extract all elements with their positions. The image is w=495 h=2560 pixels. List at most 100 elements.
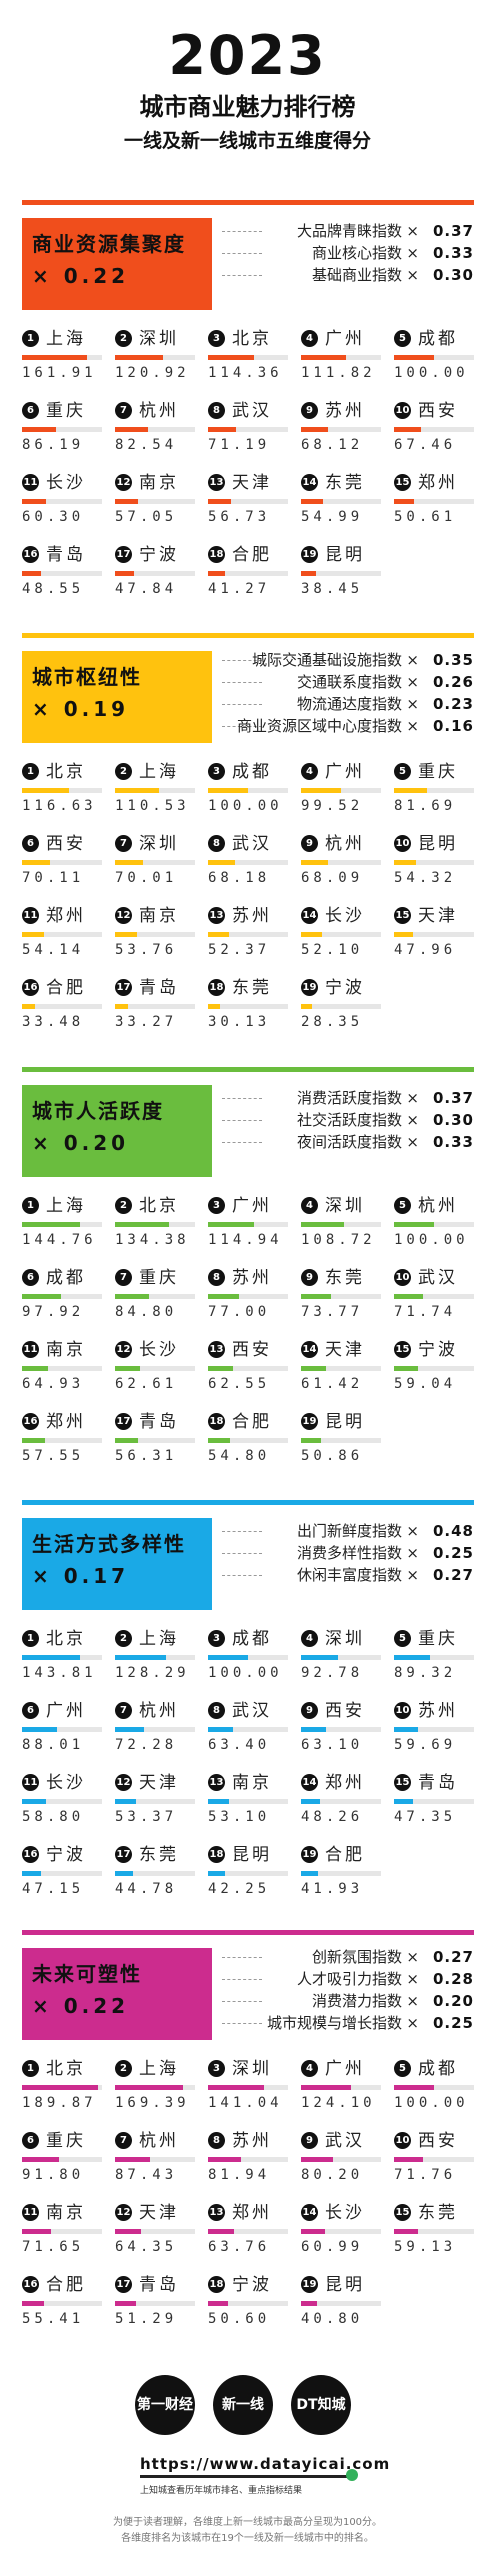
city-name: 上海 (139, 1629, 179, 1649)
city-name: 武汉 (232, 1701, 272, 1721)
city-item: 16 郑州 57.55 (22, 1411, 107, 1469)
city-name: 西安 (418, 401, 458, 421)
bar-track (208, 2157, 288, 2162)
metric-list: 消费活跃度指数 × 0.37 社交活跃度指数 × 0.30 夜间活跃度指数 × 0.33 (222, 1087, 474, 1153)
score-label: 82.54 (115, 437, 178, 453)
city-name: 郑州 (232, 2203, 272, 2223)
bar-fill (115, 2085, 183, 2090)
city-item: 8 武汉 63.40 (208, 1700, 293, 1758)
city-item: 17 青岛 51.29 (115, 2274, 200, 2332)
score-label: 41.27 (208, 581, 271, 597)
city-name: 天津 (232, 473, 272, 493)
city-item: 16 青岛 48.55 (22, 544, 107, 602)
footer: 第一财经 新一线 DT知城 https://www.datayicai.com … (0, 2375, 495, 2560)
score-label: 50.60 (208, 2311, 271, 2327)
bar-track (208, 571, 288, 576)
bar-fill (22, 2229, 51, 2234)
city-name: 宁波 (325, 978, 365, 998)
bar-track (301, 355, 381, 360)
bar-track (22, 1004, 102, 1009)
city-item: 19 昆明 38.45 (301, 544, 386, 602)
metric-name: 消费潜力指数 (311, 1992, 402, 2010)
rank-badge: 2 (115, 1630, 132, 1647)
city-name: 成都 (46, 1268, 86, 1288)
rank-badge: 17 (115, 1846, 132, 1863)
rank-badge: 3 (208, 2060, 225, 2077)
bar-fill (115, 427, 149, 432)
score-label: 111.82 (301, 365, 376, 381)
rank-badge: 12 (115, 1774, 132, 1791)
bar-fill (115, 1871, 133, 1876)
rank-badge: 13 (208, 2204, 225, 2221)
bar-fill (22, 1727, 58, 1732)
city-item: 8 苏州 81.94 (208, 2130, 293, 2188)
bar-track (301, 1655, 381, 1660)
rank-badge: 12 (115, 2204, 132, 2221)
city-name: 南京 (46, 2203, 86, 2223)
bar-track (115, 860, 195, 865)
city-name: 合肥 (232, 545, 272, 565)
bar-track (115, 788, 195, 793)
bar-fill (208, 1294, 239, 1299)
category-weight: × 0.20 (32, 1127, 202, 1159)
metric-name: 夜间活跃度指数 (296, 1133, 402, 1151)
bar-fill (115, 1366, 141, 1371)
score-label: 71.76 (394, 2167, 457, 2183)
times-sign: × (406, 1089, 419, 1107)
rank-badge: 16 (22, 2276, 39, 2293)
city-item: 11 长沙 58.80 (22, 1772, 107, 1830)
metric-weight: 0.26 (432, 673, 474, 691)
city-item: 1 上海 144.76 (22, 1195, 107, 1253)
score-label: 47.35 (394, 1809, 457, 1825)
rank-badge: 15 (394, 2204, 411, 2221)
score-label: 54.32 (394, 870, 457, 886)
chart-section: 城市枢纽性 × 0.19 城际交通基础设施指数 × 0.35 交通联系度指数 × 0.26 物流… (0, 633, 495, 1053)
score-label: 59.69 (394, 1737, 457, 1753)
times-sign: × (406, 717, 419, 735)
bar-fill (208, 1366, 234, 1371)
city-name: 昆明 (325, 1412, 365, 1432)
bar-fill (394, 1222, 434, 1227)
city-name: 昆明 (418, 834, 458, 854)
bar-fill (208, 1655, 248, 1660)
bar-track (22, 1438, 102, 1443)
bar-fill (301, 2229, 326, 2234)
bar-track (22, 499, 102, 504)
bar-fill (301, 1727, 327, 1732)
city-name: 重庆 (139, 1268, 179, 1288)
rank-badge: 9 (301, 402, 318, 419)
metric-row: 城市规模与增长指数 × 0.25 (222, 2012, 474, 2034)
times-sign: × (406, 1992, 419, 2010)
score-label: 114.36 (208, 365, 283, 381)
bar-track (208, 2301, 288, 2306)
bar-track (301, 1727, 381, 1732)
rank-badge: 5 (394, 1197, 411, 1214)
logo-xinyixian: 新一线 (213, 2375, 273, 2435)
metric-row: 物流通达度指数 × 0.23 (222, 693, 474, 715)
metric-row: 夜间活跃度指数 × 0.33 (222, 1131, 474, 1153)
bar-track (394, 2157, 474, 2162)
score-label: 81.94 (208, 2167, 271, 2183)
city-name: 青岛 (46, 545, 86, 565)
bar-track (22, 2157, 102, 2162)
metric-weight: 0.25 (432, 1544, 474, 1562)
category-box: 城市枢纽性 × 0.19 (22, 651, 212, 743)
page-title: 城市商业魅力排行榜 (139, 93, 356, 121)
section-top-bar (22, 1930, 474, 1935)
score-label: 54.80 (208, 1448, 271, 1464)
times-sign: × (406, 1544, 419, 1562)
site-link[interactable]: https://www.datayicai.com (140, 2455, 391, 2473)
rank-badge: 1 (22, 2060, 39, 2077)
bar-fill (394, 860, 416, 865)
city-item: 8 武汉 68.18 (208, 833, 293, 891)
city-item: 18 合肥 54.80 (208, 1411, 293, 1469)
city-name: 合肥 (46, 2275, 86, 2295)
bar-fill (22, 1294, 62, 1299)
city-item: 8 武汉 71.19 (208, 400, 293, 458)
city-name: 南京 (232, 1773, 272, 1793)
rank-badge: 7 (115, 402, 132, 419)
rank-badge: 9 (301, 2132, 318, 2149)
rank-badge: 6 (22, 2132, 39, 2149)
score-label: 134.38 (115, 1232, 190, 1248)
city-name: 青岛 (139, 978, 179, 998)
